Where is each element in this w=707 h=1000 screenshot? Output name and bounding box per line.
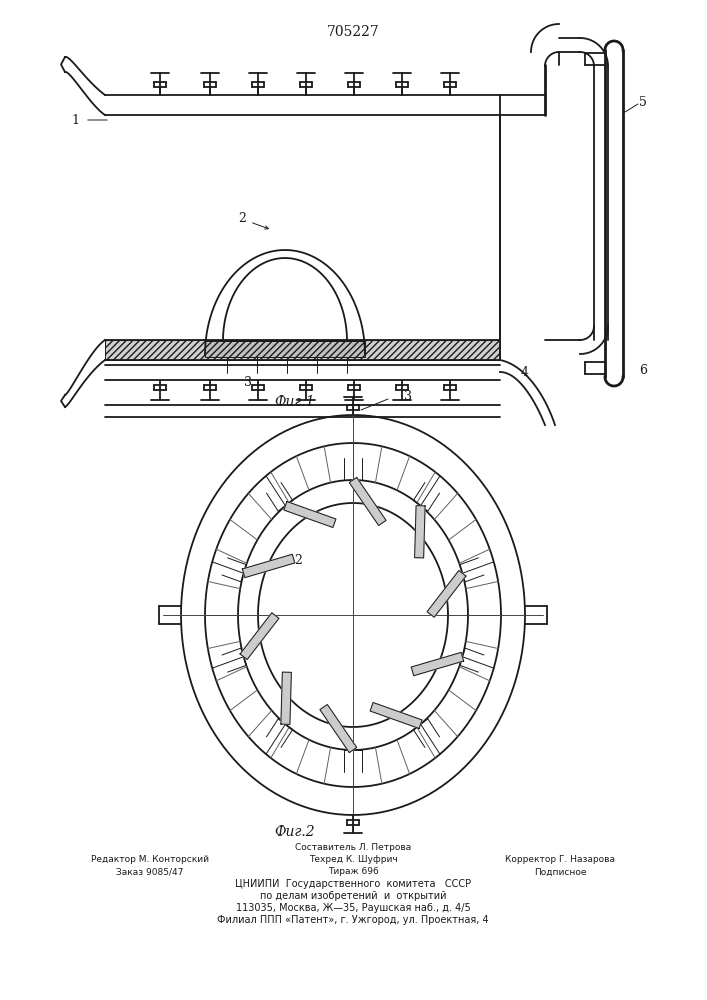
Text: 3: 3 <box>404 390 412 403</box>
Text: Составитель Л. Петрова: Составитель Л. Петрова <box>295 844 411 852</box>
Text: 2: 2 <box>238 212 246 225</box>
Text: ЦНИИПИ  Государственного  комитета   СССР: ЦНИИПИ Государственного комитета СССР <box>235 879 471 889</box>
Text: 4: 4 <box>521 365 529 378</box>
Text: Техред К. Шуфрич: Техред К. Шуфрич <box>309 856 397 864</box>
Text: 1: 1 <box>71 113 79 126</box>
Text: 6: 6 <box>639 363 647 376</box>
Text: Филиал ППП «Патент», г. Ужгород, ул. Проектная, 4: Филиал ППП «Патент», г. Ужгород, ул. Про… <box>217 915 489 925</box>
Polygon shape <box>349 477 386 525</box>
Text: 5: 5 <box>639 96 647 108</box>
Text: 705227: 705227 <box>327 25 380 39</box>
Text: Подписное: Подписное <box>534 867 586 876</box>
Polygon shape <box>427 571 466 617</box>
Polygon shape <box>243 554 295 578</box>
Text: 2: 2 <box>294 554 302 566</box>
Text: Фиг.1: Фиг.1 <box>275 395 315 409</box>
Text: Редактор М. Конторский: Редактор М. Конторский <box>91 856 209 864</box>
Text: 113035, Москва, Ж—35, Раушская наб., д. 4/5: 113035, Москва, Ж—35, Раушская наб., д. … <box>235 903 470 913</box>
Text: Тираж 696: Тираж 696 <box>327 867 378 876</box>
Polygon shape <box>281 672 291 724</box>
Bar <box>205 341 365 357</box>
Text: 3: 3 <box>244 376 252 389</box>
Text: по делам изобретений  и  открытий: по делам изобретений и открытий <box>259 891 446 901</box>
Polygon shape <box>370 703 422 728</box>
Text: Фиг.2: Фиг.2 <box>275 825 315 839</box>
Bar <box>105 340 500 360</box>
Polygon shape <box>411 652 464 676</box>
Polygon shape <box>284 502 336 527</box>
Polygon shape <box>240 613 279 659</box>
Polygon shape <box>320 705 357 753</box>
Text: Корректор Г. Назарова: Корректор Г. Назарова <box>505 856 615 864</box>
Polygon shape <box>414 506 425 558</box>
Text: Заказ 9085/47: Заказ 9085/47 <box>117 867 184 876</box>
